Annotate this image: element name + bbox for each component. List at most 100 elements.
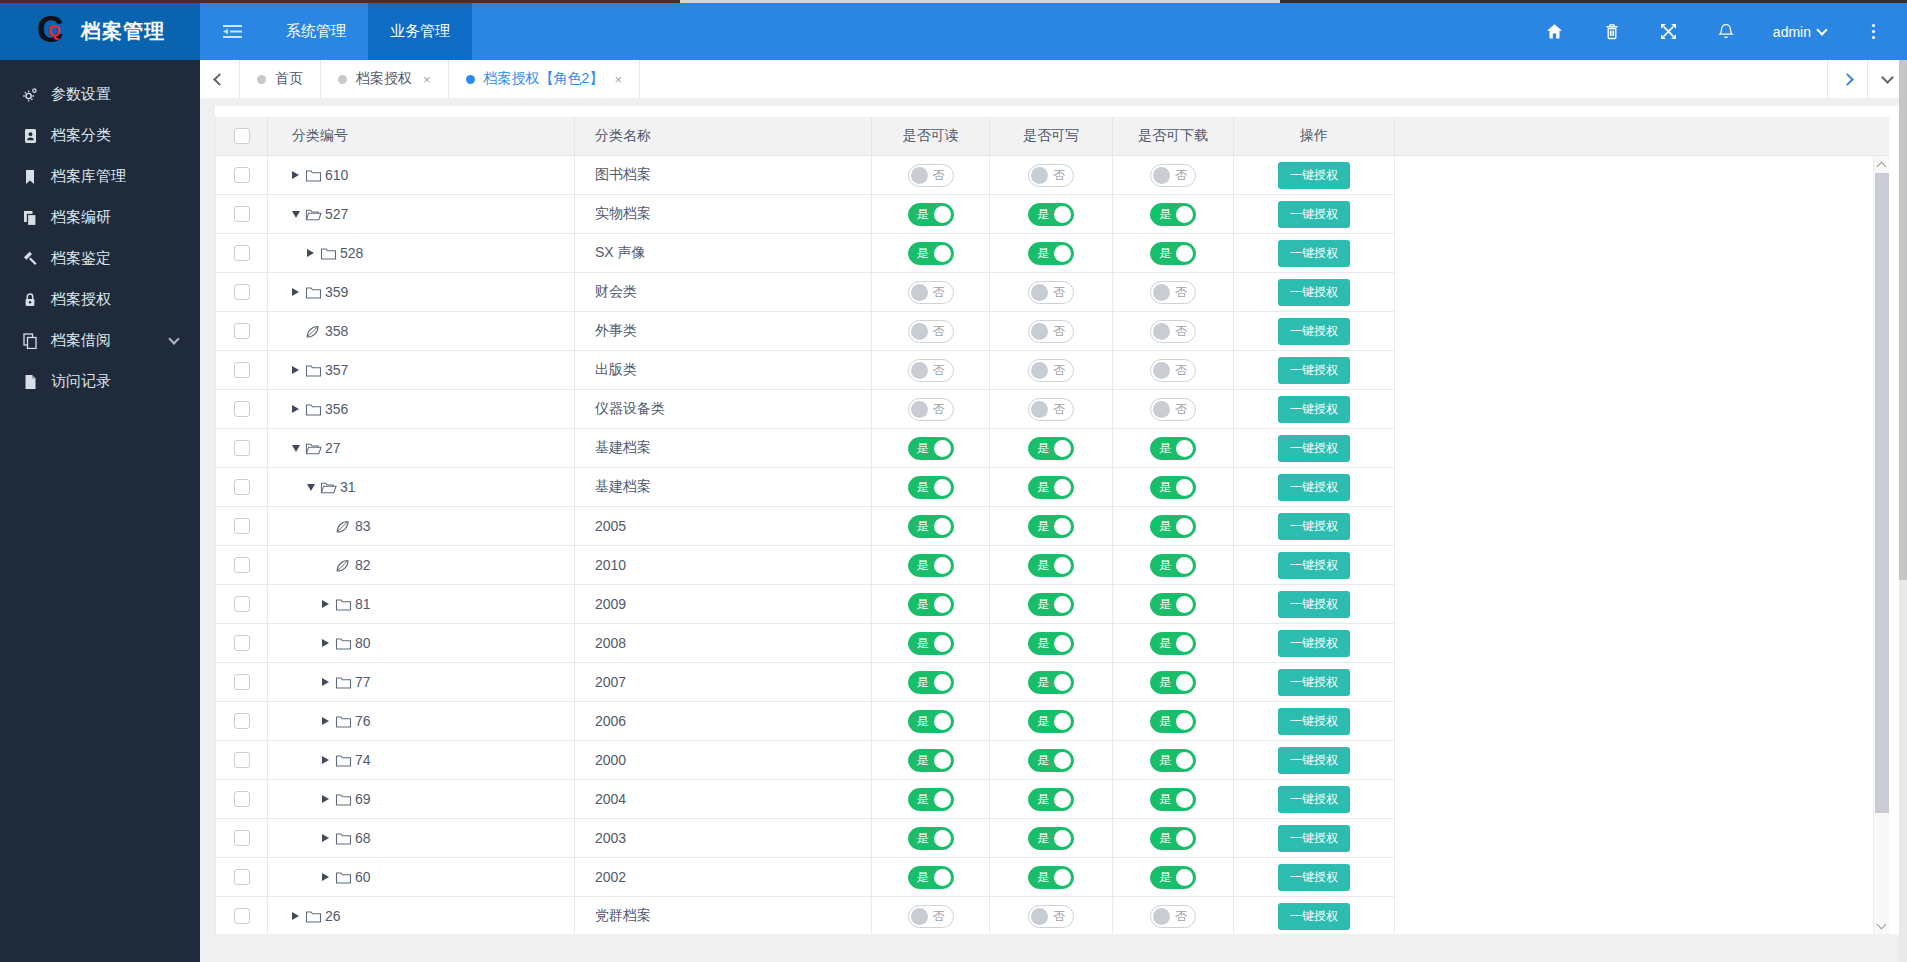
switch-read[interactable]: 是 [908, 476, 954, 499]
row-checkbox[interactable] [234, 362, 250, 378]
tab-item[interactable]: 档案授权【角色2】× [449, 60, 640, 98]
expand-arrow-icon[interactable] [322, 600, 335, 608]
authorize-button[interactable]: 一键授权 [1278, 318, 1350, 345]
row-checkbox[interactable] [234, 674, 250, 690]
expand-arrow-icon[interactable] [292, 171, 305, 179]
authorize-button[interactable]: 一键授权 [1278, 630, 1350, 657]
row-checkbox[interactable] [234, 440, 250, 456]
switch-download[interactable]: 是 [1150, 827, 1196, 850]
sidebar-item-gavel[interactable]: 档案鉴定 [0, 238, 200, 279]
switch-download[interactable]: 是 [1150, 476, 1196, 499]
switch-write[interactable]: 是 [1028, 749, 1074, 772]
row-checkbox[interactable] [234, 401, 250, 417]
row-checkbox[interactable] [234, 167, 250, 183]
switch-read[interactable]: 是 [908, 788, 954, 811]
switch-download[interactable]: 是 [1150, 632, 1196, 655]
user-dropdown[interactable]: admin [1773, 24, 1826, 40]
switch-write[interactable]: 否 [1028, 359, 1074, 382]
switch-read[interactable]: 是 [908, 749, 954, 772]
page-scrollbar-thumb[interactable] [1899, 60, 1907, 580]
authorize-button[interactable]: 一键授权 [1278, 903, 1350, 930]
tabs-scroll-left-button[interactable] [200, 60, 240, 98]
switch-read[interactable]: 是 [908, 866, 954, 889]
switch-download[interactable]: 否 [1150, 320, 1196, 343]
authorize-button[interactable]: 一键授权 [1278, 825, 1350, 852]
switch-write[interactable]: 否 [1028, 320, 1074, 343]
switch-download[interactable]: 是 [1150, 515, 1196, 538]
switch-download[interactable]: 否 [1150, 281, 1196, 304]
expand-arrow-icon[interactable] [292, 405, 305, 413]
switch-read[interactable]: 是 [908, 242, 954, 265]
row-checkbox[interactable] [234, 323, 250, 339]
switch-write[interactable]: 否 [1028, 398, 1074, 421]
select-all-checkbox[interactable] [234, 128, 250, 144]
authorize-button[interactable]: 一键授权 [1278, 864, 1350, 891]
scroll-down-icon[interactable] [1874, 918, 1889, 934]
switch-download[interactable]: 是 [1150, 593, 1196, 616]
switch-download[interactable]: 否 [1150, 905, 1196, 928]
switch-write[interactable]: 是 [1028, 554, 1074, 577]
switch-read[interactable]: 是 [908, 632, 954, 655]
expand-arrow-icon[interactable] [292, 912, 305, 920]
sidebar-item-file[interactable]: 访问记录 [0, 361, 200, 402]
authorize-button[interactable]: 一键授权 [1278, 162, 1350, 189]
authorize-button[interactable]: 一键授权 [1278, 669, 1350, 696]
expand-arrow-icon[interactable] [322, 873, 335, 881]
switch-write[interactable]: 否 [1028, 905, 1074, 928]
authorize-button[interactable]: 一键授权 [1278, 474, 1350, 501]
expand-arrow-icon[interactable] [322, 795, 335, 803]
table-scrollbar[interactable] [1873, 156, 1889, 934]
row-checkbox[interactable] [234, 791, 250, 807]
row-checkbox[interactable] [234, 557, 250, 573]
tab-close-icon[interactable]: × [423, 72, 431, 87]
scrollbar-thumb[interactable] [1875, 173, 1889, 813]
tab-item[interactable]: 档案授权× [321, 60, 449, 98]
switch-download[interactable]: 否 [1150, 398, 1196, 421]
authorize-button[interactable]: 一键授权 [1278, 357, 1350, 384]
switch-read[interactable]: 否 [908, 320, 954, 343]
switch-download[interactable]: 是 [1150, 242, 1196, 265]
expand-arrow-icon[interactable] [322, 717, 335, 725]
switch-read[interactable]: 否 [908, 359, 954, 382]
switch-write[interactable]: 是 [1028, 632, 1074, 655]
switch-download[interactable]: 是 [1150, 671, 1196, 694]
row-checkbox[interactable] [234, 206, 250, 222]
expand-arrow-icon[interactable] [322, 639, 335, 647]
scroll-up-icon[interactable] [1874, 156, 1889, 172]
expand-arrow-icon[interactable] [307, 249, 320, 257]
nav-menu-item[interactable]: 系统管理 [264, 3, 368, 60]
switch-write[interactable]: 是 [1028, 242, 1074, 265]
switch-read[interactable]: 是 [908, 710, 954, 733]
switch-download[interactable]: 是 [1150, 749, 1196, 772]
collapse-arrow-icon[interactable] [292, 211, 305, 218]
switch-download[interactable]: 是 [1150, 788, 1196, 811]
collapse-menu-icon[interactable] [200, 3, 264, 60]
authorize-button[interactable]: 一键授权 [1278, 708, 1350, 735]
row-checkbox[interactable] [234, 908, 250, 924]
expand-arrow-icon[interactable] [322, 756, 335, 764]
sidebar-item-lock[interactable]: 档案授权 [0, 279, 200, 320]
collapse-arrow-icon[interactable] [292, 445, 305, 452]
switch-download[interactable]: 是 [1150, 437, 1196, 460]
trash-icon[interactable] [1602, 22, 1622, 42]
switch-write[interactable]: 是 [1028, 515, 1074, 538]
row-checkbox[interactable] [234, 284, 250, 300]
switch-read[interactable]: 是 [908, 515, 954, 538]
tabs-scroll-right-button[interactable] [1827, 60, 1867, 98]
switch-download[interactable]: 否 [1150, 359, 1196, 382]
row-checkbox[interactable] [234, 752, 250, 768]
switch-write[interactable]: 是 [1028, 827, 1074, 850]
switch-write[interactable]: 是 [1028, 866, 1074, 889]
authorize-button[interactable]: 一键授权 [1278, 786, 1350, 813]
authorize-button[interactable]: 一键授权 [1278, 747, 1350, 774]
expand-arrow-icon[interactable] [292, 288, 305, 296]
switch-write[interactable]: 是 [1028, 593, 1074, 616]
switch-read[interactable]: 否 [908, 164, 954, 187]
authorize-button[interactable]: 一键授权 [1278, 396, 1350, 423]
tab-item[interactable]: 首页 [240, 60, 321, 98]
home-icon[interactable] [1545, 22, 1565, 42]
authorize-button[interactable]: 一键授权 [1278, 279, 1350, 306]
row-checkbox[interactable] [234, 713, 250, 729]
switch-write[interactable]: 否 [1028, 164, 1074, 187]
switch-write[interactable]: 是 [1028, 788, 1074, 811]
